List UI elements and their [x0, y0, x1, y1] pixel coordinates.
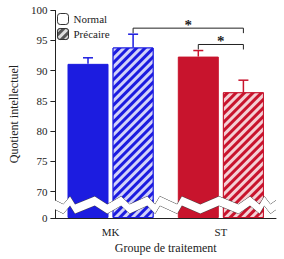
svg-text:85: 85 — [36, 95, 48, 107]
svg-text:*: * — [217, 33, 225, 49]
svg-text:Précaire: Précaire — [74, 28, 110, 40]
svg-text:Quotient intellectuel: Quotient intellectuel — [7, 64, 21, 163]
svg-text:ST: ST — [214, 226, 227, 238]
svg-text:70: 70 — [36, 186, 48, 198]
svg-text:*: * — [185, 17, 193, 33]
svg-text:100: 100 — [31, 4, 48, 16]
svg-text:0: 0 — [42, 212, 48, 224]
svg-text:95: 95 — [36, 34, 48, 46]
svg-text:Normal: Normal — [74, 13, 108, 25]
svg-text:75: 75 — [36, 155, 48, 167]
svg-text:Groupe de traitement: Groupe de traitement — [115, 241, 218, 255]
svg-text:90: 90 — [36, 65, 48, 77]
svg-text:80: 80 — [36, 125, 48, 137]
svg-text:MK: MK — [102, 226, 120, 238]
